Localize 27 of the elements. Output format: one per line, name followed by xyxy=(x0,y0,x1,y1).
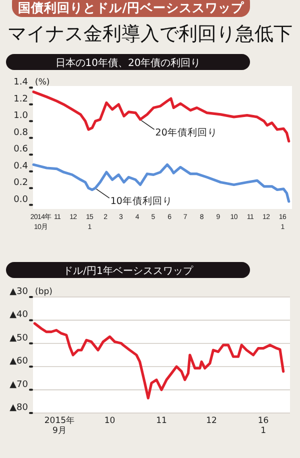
y-tick-label: 0.8 xyxy=(14,128,28,138)
y-tick-label: ▲30 xyxy=(10,287,28,297)
y-tick-label: ▲60 xyxy=(10,356,28,367)
x-tick-label: 16 1 xyxy=(258,416,269,436)
chart-title: ドル/円1年ベーシススワップ xyxy=(63,265,194,277)
y-tick-label: 0.0 xyxy=(14,194,28,205)
y-tick-label: 0.4 xyxy=(14,161,28,172)
y-tick-label: 0.6 xyxy=(14,144,28,155)
x-tick-label: 2015年 9月 xyxy=(44,415,76,436)
y-axis-title: (bp) xyxy=(35,287,52,297)
y-tick-label: 0.2 xyxy=(14,178,28,188)
y-tick-label: 1.4 xyxy=(14,78,28,88)
text: マイナス金利導入で利回り急低下 xyxy=(8,23,292,45)
text: 国債利回りとドル/円ベーシススワップ xyxy=(18,0,245,15)
y-tick-label: ▲50 xyxy=(10,333,28,344)
y-tick-label: ▲80 xyxy=(10,403,28,413)
y-tick-label: ▲70 xyxy=(10,380,28,390)
y-axis-title: (%) xyxy=(35,78,50,88)
annotation: 20年債利回り xyxy=(155,126,218,138)
x-tick-label: 10 xyxy=(104,416,116,426)
chart-title: 日本の10年債、20年債の利回り xyxy=(55,57,201,69)
y-tick-label: 1.0 xyxy=(14,111,28,122)
x-tick-label: 11 xyxy=(156,416,167,426)
x-tick-label: 12 xyxy=(206,416,217,426)
annotation: 10年債利回り xyxy=(110,195,172,208)
y-tick-label: 1.2 xyxy=(14,94,28,104)
y-tick-label: ▲40 xyxy=(10,310,28,320)
